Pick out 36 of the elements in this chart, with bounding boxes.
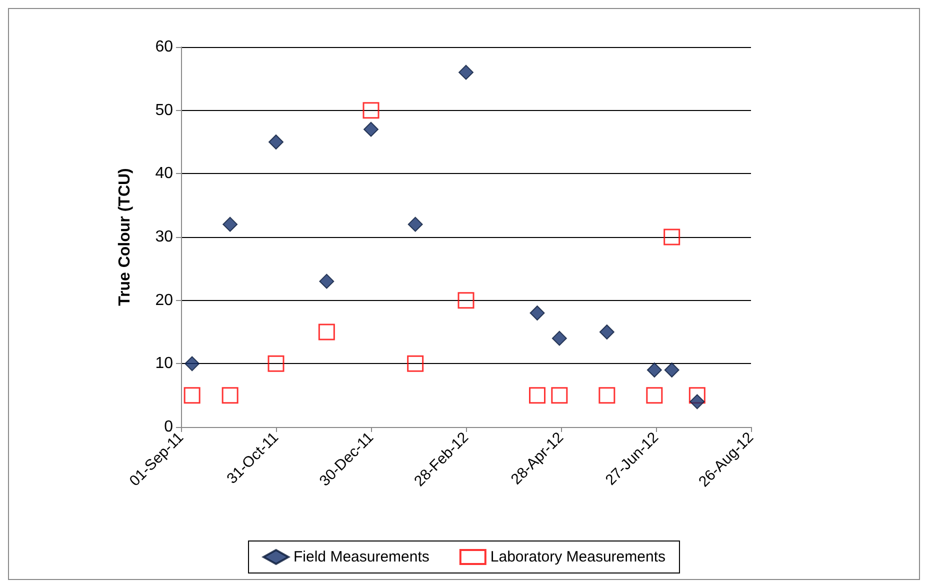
point [530,306,545,320]
point [646,362,662,378]
y-tick-label: 10 [155,355,174,372]
point [599,324,614,340]
point [664,362,680,378]
legend-label: Laboratory Measurements [490,548,666,566]
point [364,122,378,137]
point [551,387,568,404]
point [408,216,423,232]
point [458,292,474,309]
point [688,387,706,404]
point [319,274,334,289]
y-tick-label: 60 [155,38,174,56]
point [222,216,238,232]
point [646,387,663,404]
point [318,324,335,340]
point [268,355,284,372]
y-tick-label: 50 [155,102,174,119]
point [529,387,546,404]
y-tick-label: 20 [155,292,174,309]
y-tick-label: 40 [155,165,174,182]
point [184,356,200,372]
y-tick-label: 30 [155,228,174,246]
point [598,387,616,404]
point [690,394,705,410]
point [664,228,680,246]
y-axis-title: True Colour (TCU) [116,168,134,306]
point [222,387,238,404]
legend-label: Field Measurements [294,548,430,566]
point [362,102,380,119]
y-tick-label: 0 [164,418,174,436]
point [458,64,474,80]
point [184,387,200,404]
point [552,330,567,346]
point [407,355,424,372]
point [268,134,284,150]
